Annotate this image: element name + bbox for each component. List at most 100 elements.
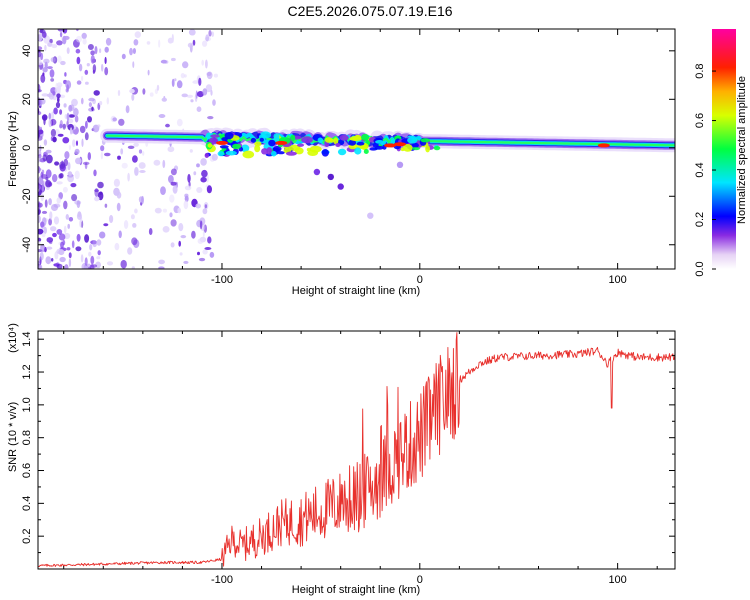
spectrogram-noise-cell bbox=[104, 152, 111, 157]
spectrogram-noise-cell bbox=[67, 174, 74, 183]
spectrogram-noise-cell bbox=[58, 173, 63, 179]
spectrogram-noise-cell bbox=[80, 254, 84, 263]
spectrogram-noise-cell bbox=[49, 69, 55, 78]
spectrogram-noise-cell bbox=[41, 93, 49, 97]
spectrogram-noise-cell bbox=[52, 91, 56, 96]
spectrogram-noise-cell bbox=[71, 240, 75, 249]
spectrogram-noise-cell bbox=[92, 240, 97, 248]
spectrogram-noise-cell bbox=[134, 208, 138, 214]
spectrogram-noise-cell bbox=[198, 77, 202, 86]
spectrogram-noise-cell bbox=[170, 219, 177, 227]
spectrogram-band-blob bbox=[240, 144, 250, 153]
snr-ylabel: SNR (10 * v/v) bbox=[7, 402, 19, 472]
spectrogram-noise-cell bbox=[66, 47, 70, 54]
snr-x-tick-label: 0 bbox=[417, 574, 423, 586]
spectrogram-noise-cell bbox=[38, 50, 42, 58]
spectrogram-noise-cell bbox=[59, 31, 63, 38]
spectrogram-noise-cell bbox=[138, 196, 144, 203]
spectrogram-noise-cell bbox=[127, 247, 133, 255]
spectrogram-noise-cell bbox=[88, 102, 92, 108]
spectrogram-noise-cell bbox=[97, 181, 104, 189]
spectrogram-noise-cell bbox=[67, 118, 74, 124]
spectrogram-band-blob bbox=[390, 138, 396, 145]
spectrogram-noise-cell bbox=[208, 30, 212, 37]
spectrogram-band-blob bbox=[369, 147, 378, 151]
spectrogram-noise-cell bbox=[47, 66, 53, 70]
spectrogram-y-tick-label: 40 bbox=[21, 45, 33, 57]
spectrogram-noise-cell bbox=[67, 123, 74, 131]
spectrogram-noise-cell bbox=[212, 99, 216, 106]
spectrogram-band-blob bbox=[321, 149, 329, 157]
spectrogram-noise-cell bbox=[94, 196, 100, 202]
spectrogram-noise-cell bbox=[91, 106, 94, 112]
spectrogram-noise-cell bbox=[104, 67, 109, 76]
spectrogram-noise-cell bbox=[170, 181, 177, 186]
snr-scale-note: (x10⁴) bbox=[7, 323, 19, 353]
spectrogram-noise-cell bbox=[99, 48, 102, 53]
spectrogram-noise-cell bbox=[192, 39, 196, 46]
spectrogram-band-blob bbox=[254, 141, 262, 147]
spectrogram-noise-cell bbox=[121, 53, 126, 60]
spectrogram-scatter-blob bbox=[327, 173, 334, 181]
colorbar-tick-label: 0.0 bbox=[694, 261, 706, 276]
spectrogram-band-blob bbox=[259, 137, 264, 142]
spectrogram-noise-cell bbox=[100, 151, 104, 160]
spectrogram-noise-cell bbox=[139, 170, 146, 173]
spectrogram-noise-cell bbox=[38, 228, 44, 235]
spectrogram-noise-cell bbox=[99, 231, 106, 239]
spectrogram-band-blob bbox=[339, 134, 349, 141]
spectrogram-band-blob bbox=[210, 134, 220, 138]
spectrogram-noise-cell bbox=[118, 230, 122, 239]
spectrogram-noise-cell bbox=[116, 202, 121, 212]
spectrogram-noise-cell bbox=[130, 214, 135, 220]
spectrogram-noise-cell bbox=[177, 207, 182, 214]
spectrogram-noise-cell bbox=[200, 176, 207, 183]
spectrogram-noise-cell bbox=[39, 145, 42, 152]
spectrogram-noise-cell bbox=[66, 112, 70, 122]
spectrogram-noise-cell bbox=[54, 161, 60, 166]
spectrogram-noise-cell bbox=[158, 266, 165, 269]
spectrogram-noise-cell bbox=[76, 200, 81, 209]
spectrogram-band-blob bbox=[317, 137, 323, 143]
spectrogram-noise-cell bbox=[202, 230, 205, 238]
spectrogram-noise-cell bbox=[88, 251, 92, 257]
spectrogram-noise-cell bbox=[82, 38, 87, 45]
spectrogram-noise-cell bbox=[84, 132, 89, 141]
spectrogram-noise-cell bbox=[86, 62, 90, 67]
spectrogram-hotspot bbox=[216, 140, 228, 145]
spectrogram-band-blob bbox=[407, 137, 418, 144]
snr-xlabel: Height of straight line (km) bbox=[292, 584, 420, 596]
spectrogram-noise-cell bbox=[162, 159, 166, 169]
spectrogram-noise-cell bbox=[79, 125, 86, 134]
spectrogram-axes: -100 0 100 -40 -20 0 20 40 bbox=[21, 29, 675, 286]
spectrogram-scatter-blob bbox=[396, 161, 404, 168]
spectrogram-noise-cell bbox=[87, 116, 92, 123]
spectrogram-band-blob bbox=[242, 150, 255, 159]
spectrogram-band-blob bbox=[224, 132, 234, 140]
spectrogram-noise-cell bbox=[90, 255, 95, 265]
spectrogram-noise-cell bbox=[43, 226, 47, 234]
spectrogram-hotspot bbox=[275, 140, 288, 145]
spectrogram-noise-cell bbox=[49, 211, 53, 220]
spectrogram-y-tick-label: -20 bbox=[21, 188, 33, 204]
spectrogram-noise-cell bbox=[38, 183, 41, 190]
spectrogram-noise-cell bbox=[47, 42, 53, 47]
spectrogram-noise-cell bbox=[127, 145, 135, 149]
spectrogram-noise-cell bbox=[57, 29, 64, 32]
spectrogram-noise-cell bbox=[38, 89, 42, 93]
spectrogram-noise-cell bbox=[180, 73, 185, 79]
spectrogram-marks bbox=[38, 29, 675, 269]
spectrogram-noise-cell bbox=[63, 225, 67, 234]
spectrogram-noise-cell bbox=[211, 31, 215, 37]
spectrogram-noise-cell bbox=[94, 188, 99, 197]
snr-y-tick-label: 0.6 bbox=[21, 463, 33, 478]
spectrogram-band-blob bbox=[309, 145, 322, 153]
spectrogram-band-blob bbox=[272, 145, 282, 153]
spectrogram-noise-cell bbox=[153, 159, 161, 166]
spectrogram-band-blob bbox=[425, 145, 430, 153]
spectrogram-noise-cell bbox=[67, 162, 71, 171]
colorbar-tick-label: 0.4 bbox=[694, 162, 706, 177]
spectrogram-noise-cell bbox=[41, 174, 48, 179]
snr-x-tick-label: -100 bbox=[211, 574, 233, 586]
spectrogram-noise-cell bbox=[180, 235, 187, 239]
